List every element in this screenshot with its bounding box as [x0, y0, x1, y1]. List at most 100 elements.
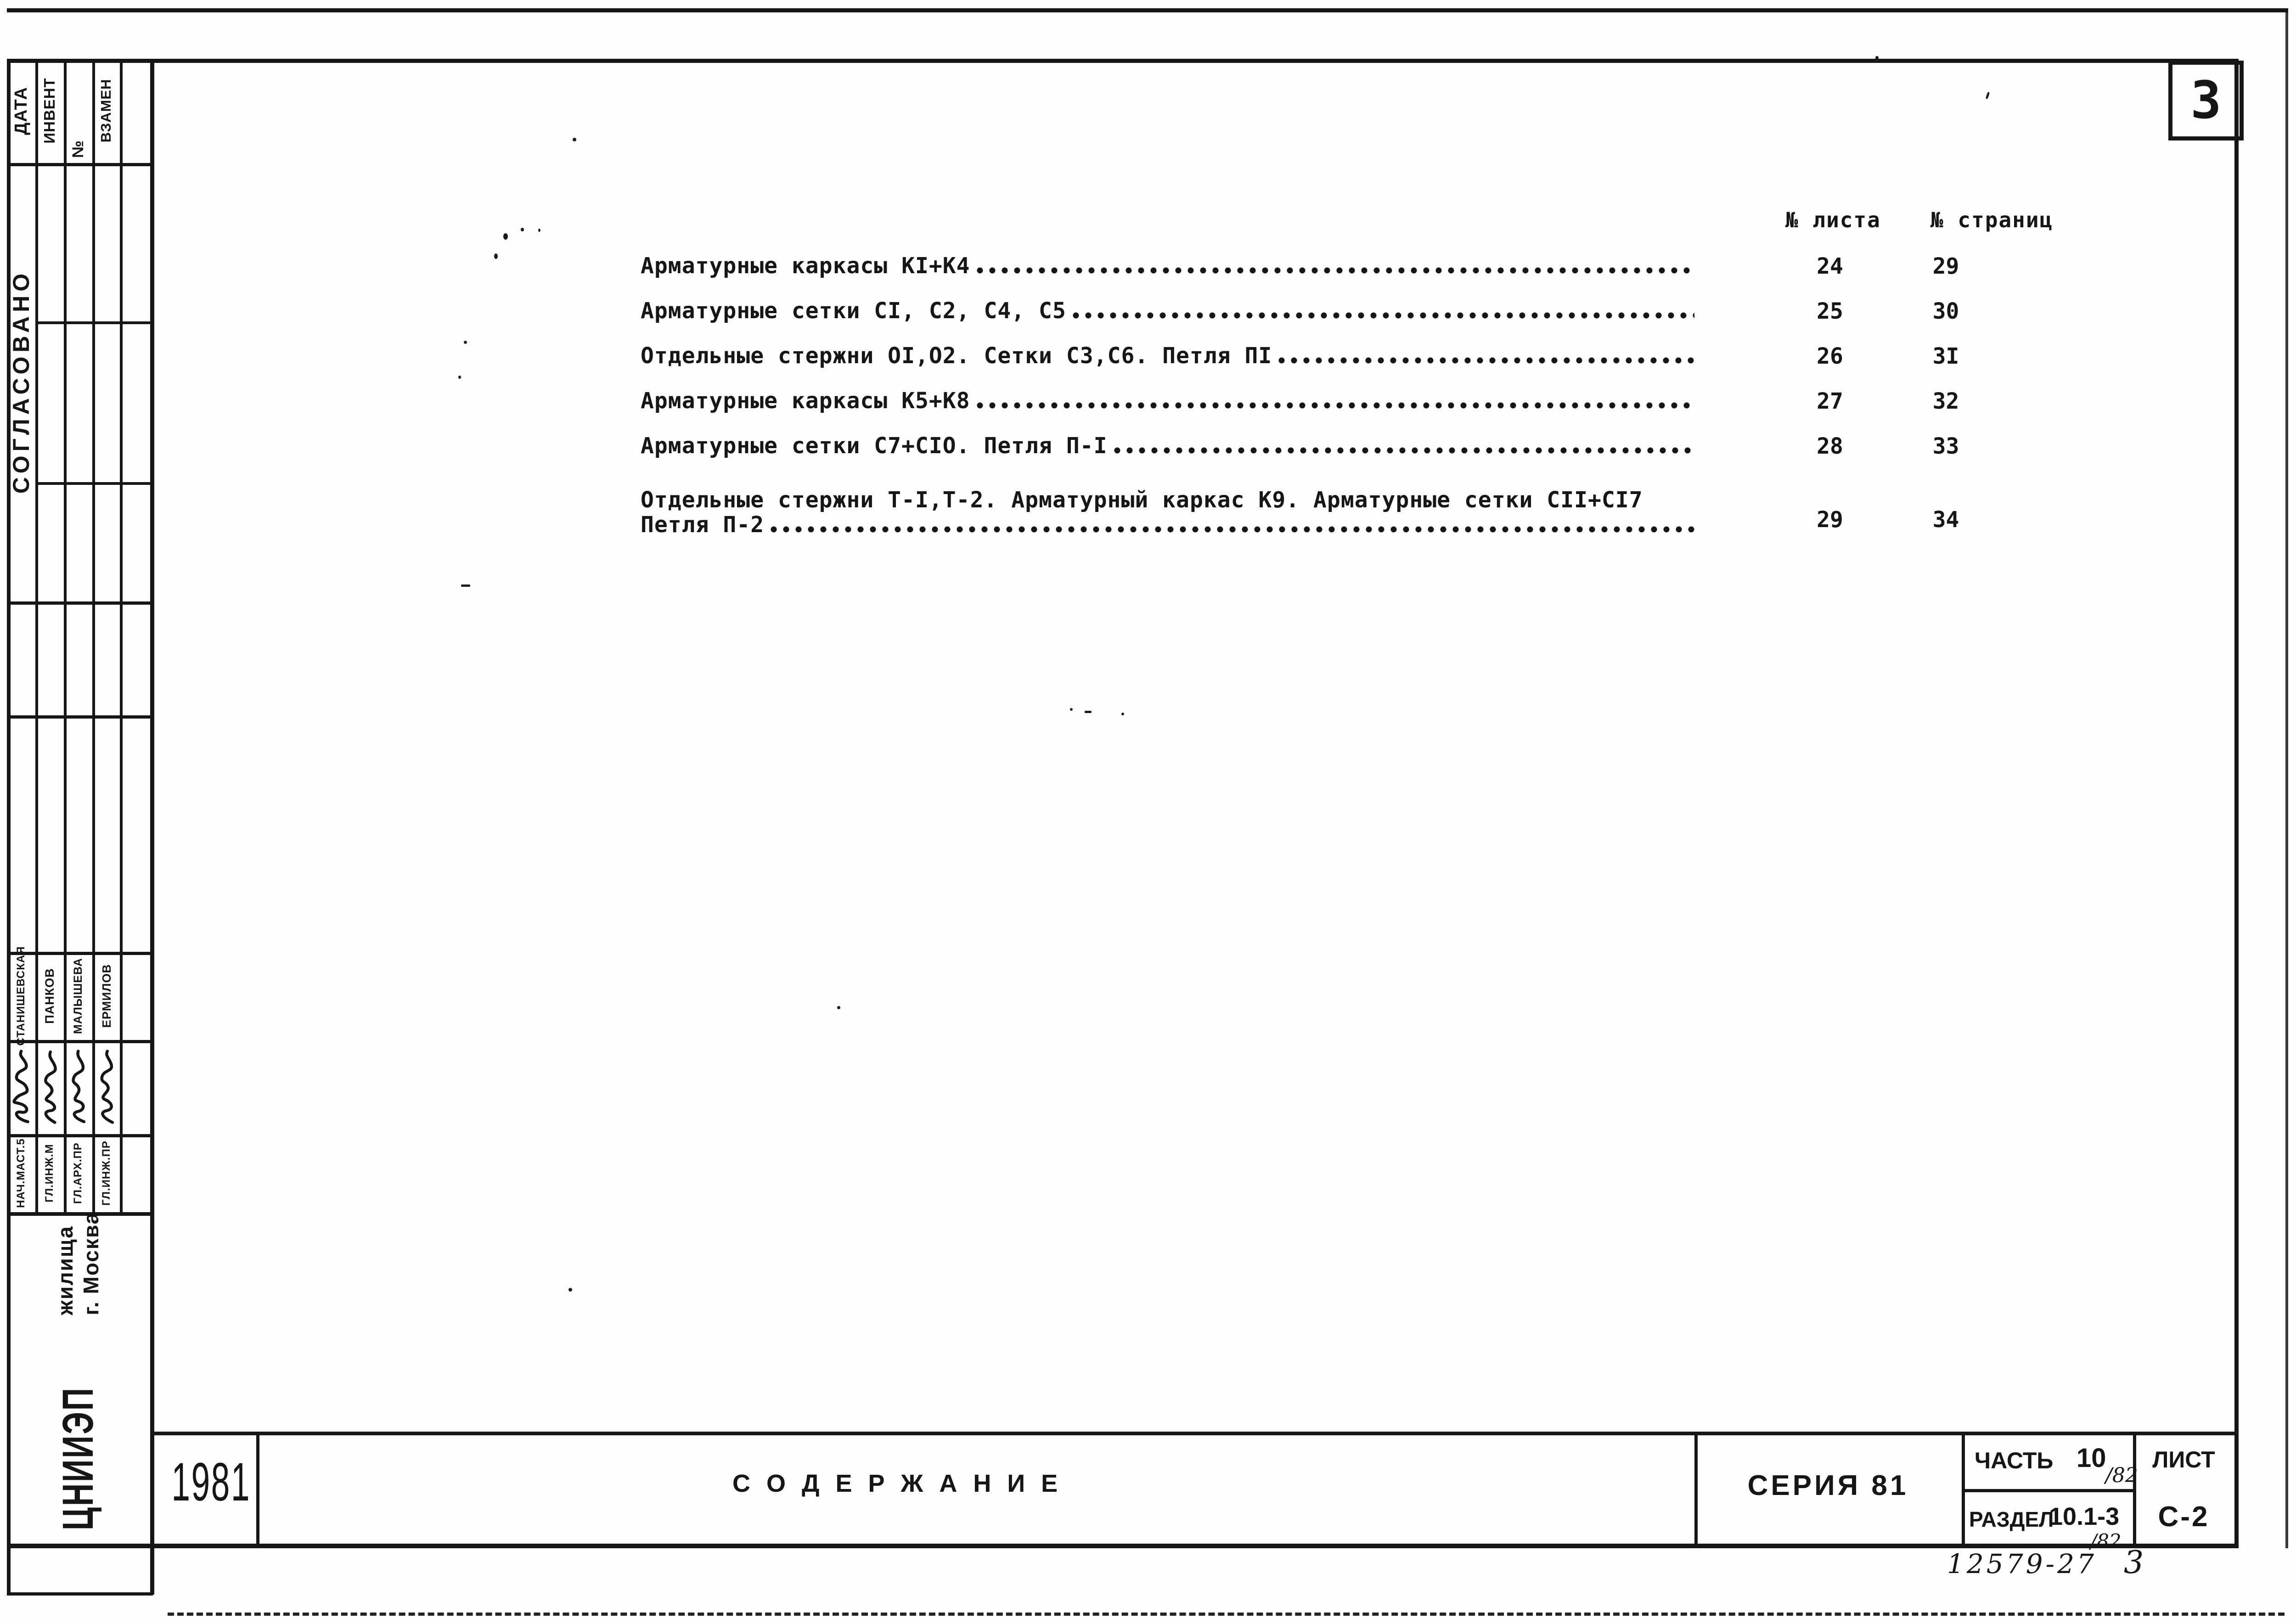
- sidebar-header-label: ДАТА: [11, 87, 31, 135]
- sidebar-header-label: ИНВЕНТ: [41, 78, 58, 144]
- toc-entry-title: Арматурные каркасы КI+К4: [641, 253, 970, 279]
- toc-col-page: № страниц: [1930, 208, 2054, 232]
- toc-entry-title: Арматурные каркасы К5+К8: [641, 388, 970, 414]
- toc-entry-sheet: 26: [1817, 343, 1843, 369]
- scan-speck: [458, 376, 461, 379]
- signer-name: МАЛЫШЕВА: [71, 958, 84, 1034]
- scan-speck: [494, 253, 498, 259]
- organization-name-rest: жилища: [53, 1225, 77, 1315]
- section-suffix: /82: [2090, 1530, 2122, 1552]
- scan-speck: [568, 1288, 572, 1292]
- organization-block: ЦНИИЭП жилища г. Москва: [9, 1203, 147, 1542]
- toc-entry-sheet: 29: [1817, 507, 1843, 533]
- signature-scribble: [9, 1041, 34, 1132]
- dotted-leader: [1071, 311, 1694, 320]
- scan-speck: [461, 584, 470, 587]
- approved-label: СОГЛАСОВАНО: [8, 269, 34, 494]
- sidebar-col-line: [120, 59, 123, 1215]
- organization-city: г. Москва: [79, 1211, 103, 1315]
- sidebar-row-line: [7, 1212, 153, 1216]
- document-title: С О Д Е Р Ж А Н И Е: [732, 1470, 1063, 1497]
- toc-entry-title: Отдельные стержни Т-I,Т-2. Арматурный ка…: [641, 487, 1643, 513]
- dotted-leader: [770, 525, 1694, 534]
- organization-name: ЦНИИЭП: [53, 1387, 102, 1530]
- frame-bottom-line: [7, 1544, 2239, 1548]
- signature-scribble-svg: [12, 1050, 29, 1124]
- toc-col-sheet: № листа: [1785, 208, 1881, 232]
- top-edge-line: [7, 8, 2288, 12]
- toc-row: Отдельные стержни ОI,О2. Сетки С3,С6. Пе…: [641, 343, 1694, 368]
- scan-speck: [1121, 713, 1124, 715]
- part-section-divider: [1962, 1489, 2136, 1492]
- scan-speck: [503, 233, 508, 240]
- bottom-scan-edge: [168, 1613, 2285, 1616]
- signature-scribble: [94, 1041, 120, 1132]
- toc-entry-sheet: 24: [1817, 253, 1843, 279]
- toc-row: Арматурные сетки СI, С2, С4, С5: [641, 298, 1694, 323]
- sidebar-tail-line: [7, 1592, 153, 1596]
- outer-right-line: [2285, 8, 2288, 1548]
- sidebar-col-line: [35, 59, 38, 1215]
- section-label: РАЗДЕЛ: [1969, 1507, 2054, 1531]
- part-suffix: /82: [2105, 1464, 2138, 1487]
- toc-entry-title-line2: Петля П-2: [641, 512, 765, 538]
- dotted-leader: [975, 266, 1694, 275]
- signer-role: ГЛ.ИНЖ.М: [43, 1144, 56, 1203]
- titleblock-vline: [1694, 1432, 1698, 1548]
- toc-row: Арматурные каркасы К5+К8: [641, 388, 1694, 413]
- sidebar-header-label: ВЗАМЕН: [98, 79, 114, 143]
- sidebar-row-line: [7, 952, 153, 955]
- year-label: 1981: [171, 1452, 251, 1512]
- sidebar-col-line: [92, 59, 95, 1215]
- scan-speck: [1875, 56, 1879, 62]
- sidebar-row-line: [7, 1040, 153, 1043]
- sidebar-row-line: [7, 715, 153, 719]
- scan-speck: [1985, 91, 1990, 100]
- signature-scribble-svg: [44, 1050, 57, 1124]
- toc-entry-sheet: 25: [1817, 298, 1843, 324]
- signer-role: НАЧ.МАСТ.5: [15, 1138, 27, 1208]
- part-value: 10: [2077, 1443, 2106, 1473]
- toc-entry-page: 32: [1932, 388, 1959, 414]
- scan-speck: [573, 138, 576, 141]
- signature-scribble-svg: [100, 1050, 114, 1124]
- frame-right-line: [2234, 59, 2239, 1548]
- sidebar-left-line: [7, 59, 11, 1595]
- scan-speck: [1070, 708, 1073, 711]
- sidebar-row-line: [7, 601, 153, 605]
- sidebar-header-data: ДАТА: [7, 59, 35, 163]
- stamp-number: 12579-27: [1947, 1548, 2097, 1579]
- section-value: 10.1-3: [2049, 1503, 2120, 1530]
- sidebar-row-line: [35, 482, 153, 485]
- corner-page-box: 3: [2168, 61, 2244, 140]
- sheet-label: ЛИСТ: [2152, 1447, 2215, 1472]
- dotted-leader: [1113, 446, 1694, 455]
- signature-scribble-svg: [72, 1050, 86, 1124]
- scan-speck: [538, 229, 540, 232]
- toc-entry-page: 34: [1932, 507, 1959, 533]
- corner-page-number: 3: [2190, 71, 2222, 130]
- signature-scribble: [66, 1041, 91, 1132]
- frame-top-line: [7, 59, 2239, 63]
- series-label: СЕРИЯ 81: [1747, 1470, 1909, 1501]
- titleblock-top-line: [152, 1432, 2239, 1435]
- sheet-value: С-2: [2158, 1501, 2210, 1533]
- sidebar-row-line: [7, 1134, 153, 1137]
- signer-name: ПАНКОВ: [42, 968, 56, 1024]
- scan-speck: [521, 228, 524, 231]
- toc-row: Отдельные стержни Т-I,Т-2. Арматурный ка…: [641, 488, 1694, 537]
- scan-speck: [837, 1006, 840, 1009]
- sidebar-header-number: №: [64, 94, 92, 162]
- toc-entry-sheet: 27: [1817, 388, 1843, 414]
- dotted-leader: [1277, 356, 1694, 365]
- sidebar-header-invent: ИНВЕНТ: [35, 61, 64, 161]
- toc-row: Арматурные сетки С7+СIO. Петля П-I: [641, 433, 1694, 458]
- scan-speck: [1085, 711, 1092, 713]
- titleblock-vline: [256, 1432, 259, 1548]
- signer-name: ЕРМИЛОВ: [99, 964, 113, 1028]
- toc-entry-title: Арматурные сетки С7+СIO. Петля П-I: [641, 433, 1108, 459]
- toc-entry-page: 3I: [1932, 343, 1959, 369]
- sidebar-header-label: №: [69, 140, 87, 158]
- sidebar-row-line: [7, 163, 153, 166]
